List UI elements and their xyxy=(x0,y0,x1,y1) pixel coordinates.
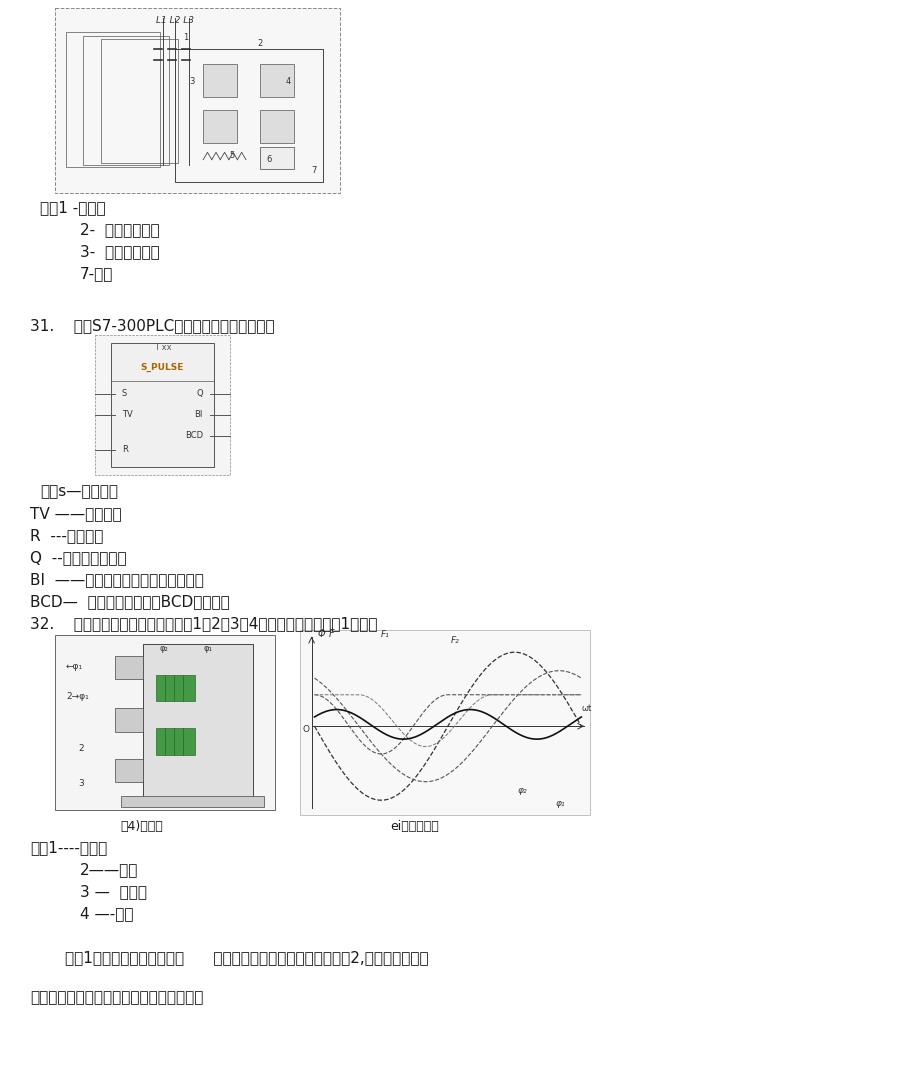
Bar xyxy=(300,630,589,815)
Text: 3: 3 xyxy=(189,77,194,87)
Text: BI  ——剩余时间输出（二进制格式）: BI ——剩余时间输出（二进制格式） xyxy=(30,572,204,587)
Text: R  ---复位输入: R ---复位输入 xyxy=(30,528,103,543)
Bar xyxy=(116,709,142,731)
Bar xyxy=(116,759,142,782)
Bar xyxy=(66,32,160,168)
Text: 2——铁心: 2——铁心 xyxy=(80,862,138,877)
Bar xyxy=(156,674,195,700)
Bar xyxy=(116,656,142,679)
Bar xyxy=(260,63,294,97)
Text: O: O xyxy=(302,725,310,734)
Text: ei电进吸力即: ei电进吸力即 xyxy=(390,821,438,833)
Text: Q  --定时器状态输出: Q --定时器状态输出 xyxy=(30,550,127,565)
Text: 7: 7 xyxy=(312,166,317,175)
Text: 3 —  一线圈: 3 — 一线圈 xyxy=(80,884,147,899)
Text: 答：1----短路环: 答：1----短路环 xyxy=(30,840,108,855)
Bar xyxy=(100,39,177,163)
Text: BCD: BCD xyxy=(185,432,203,440)
Text: BI: BI xyxy=(195,410,203,419)
Bar xyxy=(260,110,294,143)
Text: 答：1 -主触点: 答：1 -主触点 xyxy=(40,200,106,215)
Bar xyxy=(55,635,275,810)
Text: TV ——设定时间: TV ——设定时间 xyxy=(30,506,121,521)
Text: F₁: F₁ xyxy=(380,630,390,639)
Text: 2: 2 xyxy=(78,744,85,753)
Text: 答：s—启动输入: 答：s—启动输入 xyxy=(40,484,118,499)
Text: 4 —-衔铁: 4 —-衔铁 xyxy=(80,906,133,921)
Text: ←φ₁: ←φ₁ xyxy=(66,662,83,671)
Text: 部件1作用：产生与交变磁通      】相位不同感应磁通，与】合成为2,则在】为零时，: 部件1作用：产生与交变磁通 】相位不同感应磁通，与】合成为2,则在】为零时， xyxy=(65,950,428,966)
Text: F₂: F₂ xyxy=(450,636,460,645)
Text: 2→φ₁: 2→φ₁ xyxy=(66,692,88,700)
Text: 产生吸力，将衔铁吸住，消除振动和噪声。: 产生吸力，将衔铁吸住，消除振动和噪声。 xyxy=(30,990,203,1005)
Text: S_PULSE: S_PULSE xyxy=(141,363,184,372)
Bar xyxy=(203,110,237,143)
Bar xyxy=(142,643,253,798)
Bar xyxy=(260,147,294,169)
Text: R: R xyxy=(122,446,128,454)
Text: 5: 5 xyxy=(229,151,234,160)
Bar xyxy=(111,344,213,466)
Text: Φ: Φ xyxy=(317,629,324,639)
Text: 3-  过电流脱扣器: 3- 过电流脱扣器 xyxy=(80,244,160,259)
Bar xyxy=(156,728,195,755)
Text: Q: Q xyxy=(196,389,203,398)
Text: ωt: ωt xyxy=(581,705,591,713)
Text: 1: 1 xyxy=(183,33,188,42)
Text: φ₂: φ₂ xyxy=(516,786,527,795)
Text: 7-按钮: 7-按钮 xyxy=(80,266,113,281)
Text: 3: 3 xyxy=(78,780,85,788)
Text: 2: 2 xyxy=(257,39,263,47)
Text: φ₂: φ₂ xyxy=(159,643,168,653)
Bar xyxy=(84,35,169,165)
Bar xyxy=(121,796,264,807)
Text: L1 L2 L3: L1 L2 L3 xyxy=(155,16,194,25)
Text: F: F xyxy=(329,629,335,639)
Text: 32.    说明图中交流电磁机构各部件1、2、3、4的名称，并分析部件1的作用: 32. 说明图中交流电磁机构各部件1、2、3、4的名称，并分析部件1的作用 xyxy=(30,616,377,632)
Text: φ₁: φ₁ xyxy=(203,643,212,653)
Text: 31.    列出S7-300PLC脉冲定时器各引脚的名称: 31. 列出S7-300PLC脉冲定时器各引脚的名称 xyxy=(30,318,275,333)
Bar xyxy=(95,335,230,475)
Text: φ₁: φ₁ xyxy=(554,799,564,808)
Text: 2-  自由脱扣机构: 2- 自由脱扣机构 xyxy=(80,222,160,237)
Bar xyxy=(175,48,323,182)
Text: TV: TV xyxy=(122,410,132,419)
Text: T xx: T xx xyxy=(153,344,171,352)
Text: BCD—  一剩余时间输出（BCD码格式）: BCD— 一剩余时间输出（BCD码格式） xyxy=(30,594,230,609)
Text: 4: 4 xyxy=(286,77,291,87)
Bar xyxy=(55,8,340,193)
Text: S: S xyxy=(122,389,127,398)
Text: （4)祐构图: （4)祐构图 xyxy=(119,821,163,833)
Text: 6: 6 xyxy=(266,156,271,164)
Bar xyxy=(203,63,237,97)
